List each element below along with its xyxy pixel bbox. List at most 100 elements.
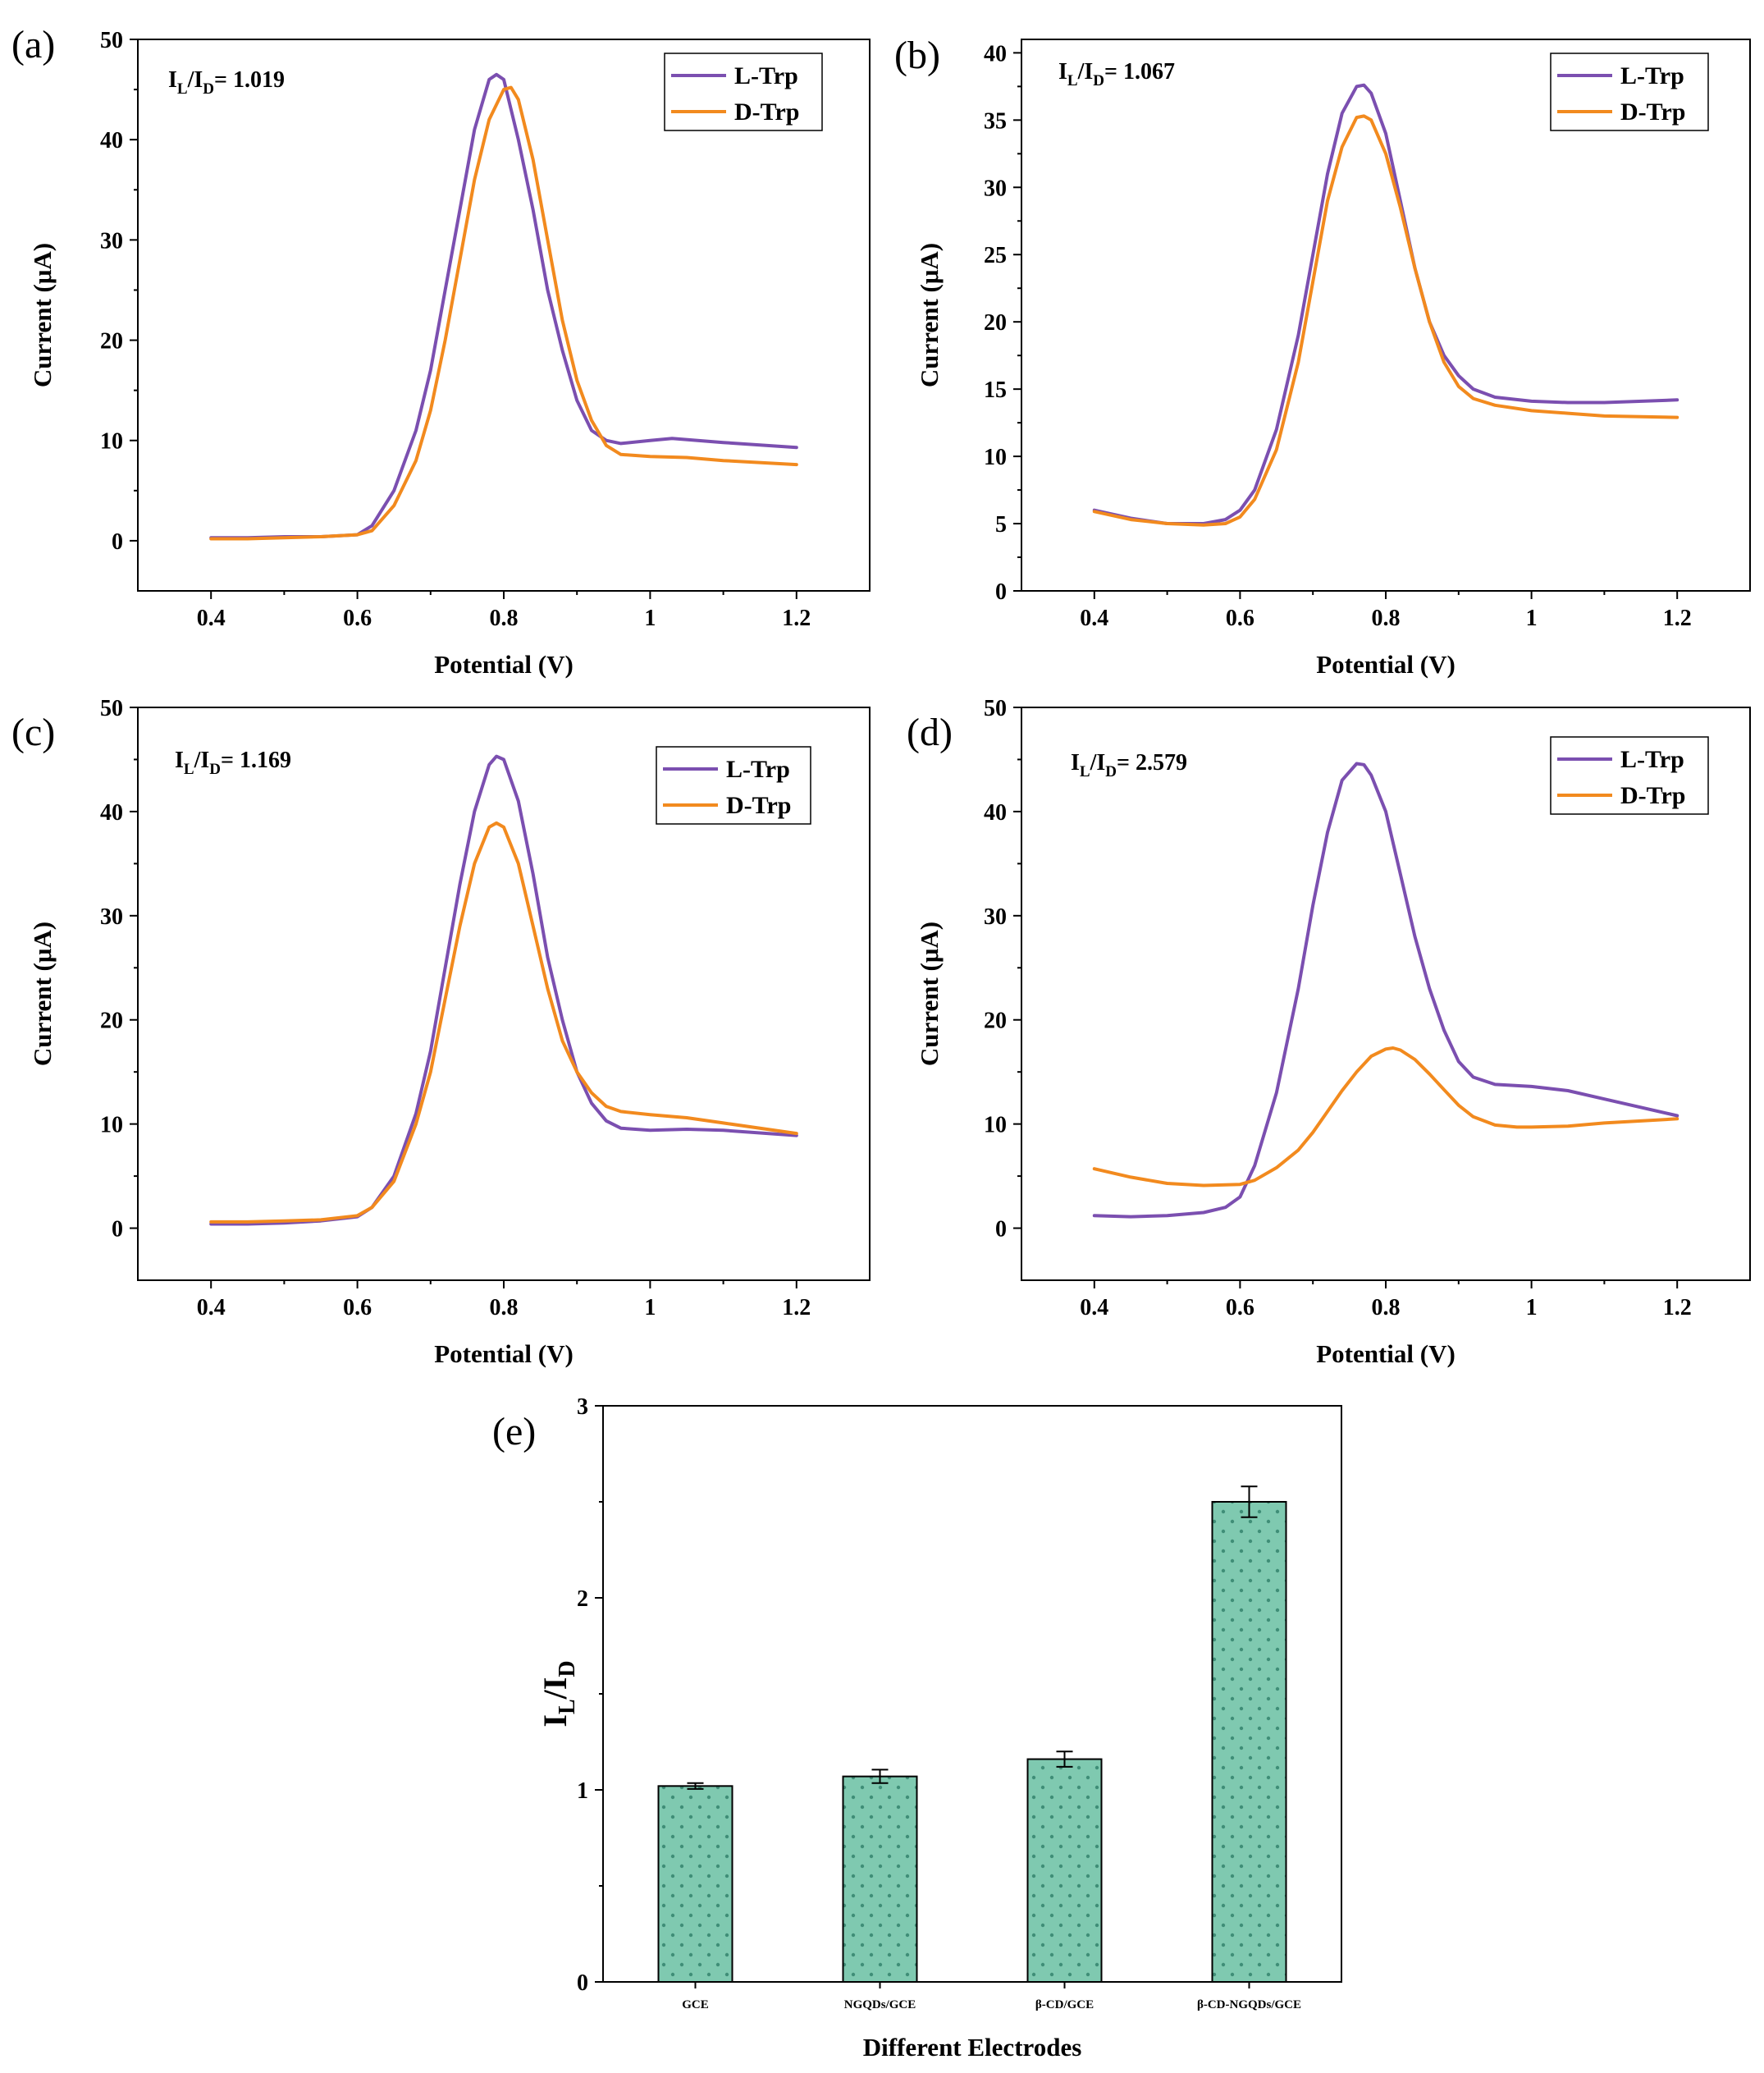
y-tick-label: 20 (100, 329, 123, 355)
y-tick-label: 20 (984, 1009, 1007, 1034)
legend: L-Trp D-Trp (1550, 53, 1709, 131)
series-line-d-trp (1092, 114, 1679, 527)
x-tick-label: 1.2 (782, 1295, 811, 1320)
y-axis-label: Current (μA) (915, 922, 944, 1066)
y-tick-label: 30 (100, 228, 123, 254)
x-tick-label: 0.8 (1372, 1295, 1401, 1320)
y-tick-label: 2 (577, 1586, 588, 1612)
y-axis-label: IL/ID (537, 1660, 580, 1727)
x-tick-label: 1 (644, 606, 656, 631)
y-axis-label: Current (μA) (28, 922, 57, 1066)
ylabel-part: L (555, 1699, 580, 1714)
legend-box (664, 53, 823, 131)
y-tick-label: 15 (984, 378, 1007, 403)
x-tick-label: 0.4 (1080, 606, 1108, 631)
chart-panel-2: 0.4 0.6 0.8 1 1.2 0 10 20 30 40 50 Potential (V) Cur… (11, 696, 871, 1368)
ratio-part: /I (1077, 59, 1094, 85)
bar (657, 1785, 733, 1984)
x-axis-label: Different Electrodes (863, 2033, 1082, 2062)
series-line-d-trp (1092, 1046, 1679, 1188)
category-label: β-CD-NGQDs/GCE (1197, 1998, 1301, 2011)
panel-label: (d) (907, 711, 953, 754)
x-axis-label: Potential (V) (434, 650, 574, 679)
ratio-part: I (175, 748, 184, 773)
x-tick-label: 1.2 (782, 606, 811, 631)
y-tick-label: 40 (100, 128, 123, 153)
x-tick-label: 0.8 (490, 1295, 519, 1320)
series-line-l-trp (1092, 83, 1679, 525)
ratio-part: /I (1090, 750, 1106, 776)
y-tick-label: 10 (100, 1113, 123, 1138)
ratio-part: = 1.019 (214, 67, 285, 93)
bar (842, 1775, 918, 1984)
y-tick-label: 25 (984, 243, 1007, 268)
ratio-part: I (1071, 750, 1080, 776)
y-tick-label: 0 (112, 529, 123, 555)
x-tick-label: 0.8 (1372, 606, 1401, 631)
y-tick-label: 3 (577, 1394, 588, 1420)
panel-label: (c) (11, 711, 55, 754)
chart-panel-3: 0.4 0.6 0.8 1 1.2 0 10 20 30 40 50 Potential (V) Cur… (907, 696, 1751, 1368)
x-axis-label: Potential (V) (1316, 1339, 1456, 1368)
selectivity-ratio: IL/ID= 1.019 (168, 67, 285, 98)
chart-panel-0: 0.4 0.6 0.8 1 1.2 0 10 20 30 40 50 Potential (V) Cur… (11, 23, 871, 679)
y-tick-label: 40 (100, 800, 123, 826)
y-axis-label: Current (μA) (28, 243, 57, 387)
legend-label: D-Trp (734, 98, 799, 126)
y-tick-label: 40 (984, 41, 1007, 66)
ratio-part: = 1.067 (1104, 59, 1175, 85)
x-axis-label: Potential (V) (434, 1339, 574, 1368)
y-tick-label: 1 (577, 1778, 588, 1804)
category-label: NGQDs/GCE (844, 1998, 916, 2011)
legend: L-Trp D-Trp (664, 53, 823, 131)
selectivity-ratio: IL/ID= 1.067 (1058, 59, 1175, 89)
y-tick-label: 0 (995, 1217, 1007, 1242)
x-tick-label: 1 (644, 1295, 656, 1320)
chart-panel-1: 0.4 0.6 0.8 1 1.2 0 5 10 15 20 25 30 35 40 Potential (… (894, 34, 1751, 679)
y-tick-label: 50 (984, 696, 1007, 721)
ratio-part: D (1105, 763, 1117, 780)
x-tick-label: 0.6 (343, 1295, 372, 1320)
ylabel-part: /I (537, 1677, 574, 1700)
y-tick-label: 30 (100, 904, 123, 930)
ratio-part: /I (194, 748, 210, 773)
y-tick-label: 40 (984, 800, 1007, 826)
series-line-d-trp (209, 821, 798, 1224)
legend-box (1550, 736, 1709, 815)
ratio-part: L (1067, 72, 1078, 89)
x-tick-label: 0.4 (197, 606, 226, 631)
y-tick-label: 30 (984, 176, 1007, 201)
y-axis-label: Current (μA) (915, 243, 944, 387)
selectivity-ratio: IL/ID= 1.169 (175, 748, 291, 778)
ratio-part: D (209, 761, 221, 778)
y-tick-label: 20 (984, 310, 1007, 336)
bar (1026, 1758, 1103, 1984)
legend-label: D-Trp (1620, 782, 1685, 809)
y-tick-label: 35 (984, 108, 1007, 134)
ratio-part: /I (187, 67, 203, 93)
panel-label: (a) (11, 23, 55, 66)
series-line-l-trp (209, 72, 798, 540)
legend-label: D-Trp (726, 792, 791, 819)
x-tick-label: 0.6 (1226, 1295, 1254, 1320)
panel-label: (e) (492, 1410, 536, 1453)
legend-label: L-Trp (734, 62, 798, 89)
y-tick-label: 0 (112, 1217, 123, 1242)
ylabel-part: I (537, 1714, 574, 1728)
y-tick-label: 0 (577, 1970, 588, 1996)
x-tick-label: 0.4 (1080, 1295, 1108, 1320)
legend: L-Trp D-Trp (1550, 736, 1709, 815)
y-tick-label: 0 (995, 579, 1007, 605)
ratio-part: L (177, 80, 188, 98)
ratio-part: = 2.579 (1117, 750, 1187, 776)
y-tick-label: 10 (100, 429, 123, 455)
y-tick-label: 50 (100, 696, 123, 721)
legend: L-Trp D-Trp (656, 746, 811, 825)
x-tick-label: 1.2 (1663, 606, 1692, 631)
ratio-part: I (1058, 59, 1067, 85)
x-tick-label: 1 (1526, 606, 1538, 631)
legend-box (656, 746, 811, 825)
x-tick-label: 0.6 (1226, 606, 1254, 631)
ratio-part: D (1093, 72, 1104, 89)
